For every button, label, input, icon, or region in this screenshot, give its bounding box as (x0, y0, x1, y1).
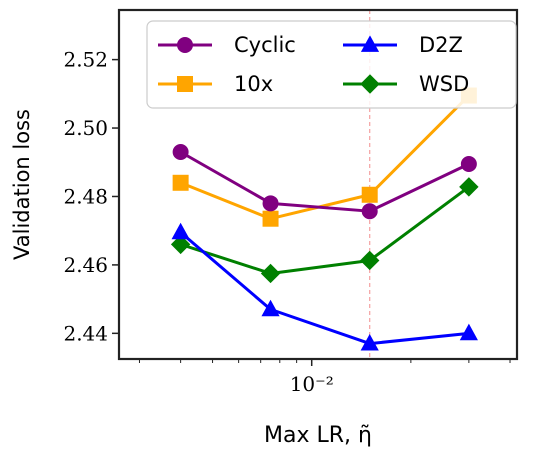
series-layer (170, 87, 479, 351)
y-tick-label: 2.44 (63, 321, 108, 345)
legend: Cyclic D2Z 10x WSD (146, 20, 517, 109)
series-line (179, 150, 470, 213)
legend-label: 10x (234, 72, 273, 96)
data-point (260, 263, 281, 284)
series-line (180, 185, 470, 275)
data-point (172, 174, 189, 191)
data-point (361, 203, 378, 220)
data-point (261, 299, 280, 317)
legend-marker (177, 76, 193, 92)
plot-frame (117, 8, 519, 361)
legend-entry-wsd: WSD (343, 72, 469, 96)
series-wsd (170, 177, 479, 284)
data-point (460, 155, 477, 172)
legend-marker (177, 37, 193, 53)
data-point (459, 323, 478, 341)
legend-entry-cyclic: Cyclic (158, 33, 296, 57)
y-tick-label: 2.48 (63, 184, 108, 208)
legend-label: Cyclic (234, 33, 296, 57)
x-axis-label: Max LR, η̃ (264, 423, 372, 448)
legend-entry-d2z: D2Z (343, 33, 463, 57)
series-d2z (171, 222, 478, 351)
axis-ticks: 2.44 2.46 2.48 2.50 2.52 10⁻² (63, 48, 511, 396)
legend-box (146, 20, 517, 109)
x-tick-label: 10⁻² (290, 372, 334, 396)
data-point (360, 333, 379, 351)
data-point (361, 186, 378, 203)
data-point (360, 250, 380, 271)
data-point (171, 222, 190, 240)
data-point (262, 195, 279, 212)
y-tick-label: 2.46 (63, 253, 108, 277)
data-point (262, 210, 279, 227)
legend-label: D2Z (419, 33, 463, 57)
legend-entry-10x: 10x (158, 72, 273, 96)
y-tick-label: 2.50 (63, 116, 108, 140)
legend-marker (360, 74, 380, 94)
data-point (459, 177, 479, 197)
y-axis-label: Validation loss (10, 109, 34, 260)
y-tick-label: 2.52 (63, 48, 108, 72)
data-point (170, 234, 191, 255)
series-10x (172, 87, 477, 227)
series-cyclic (172, 143, 477, 220)
legend-marker (360, 35, 380, 52)
series-line (180, 94, 470, 221)
data-point (172, 143, 189, 160)
series-line (179, 231, 470, 346)
legend-label: WSD (419, 72, 469, 96)
